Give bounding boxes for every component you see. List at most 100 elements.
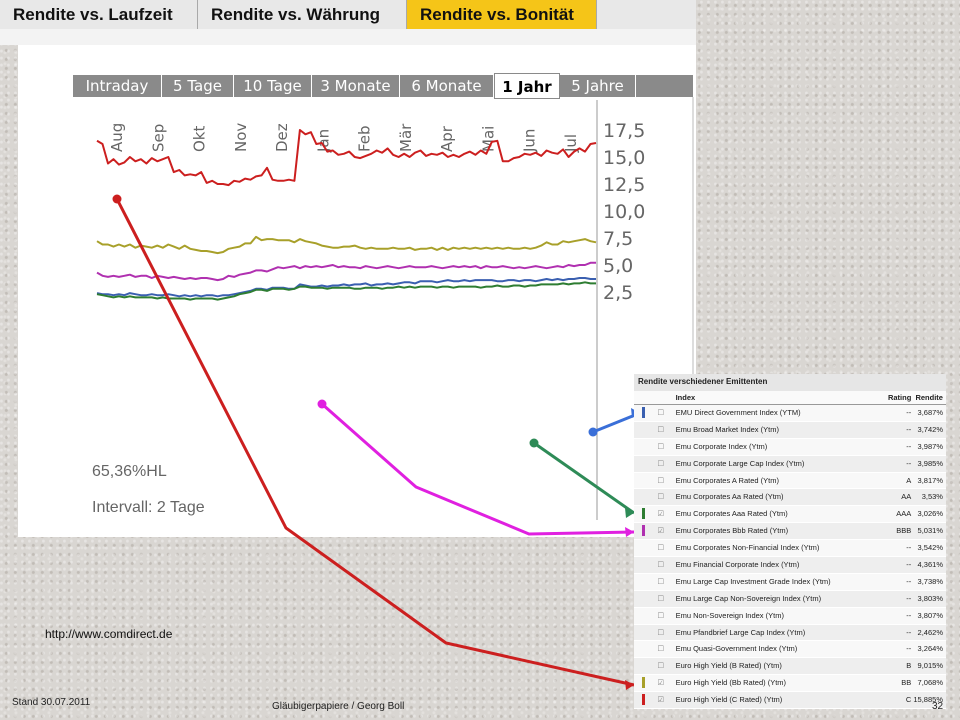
range-tab-5-jahre[interactable]: 5 Jahre [560,75,636,97]
tab-rendite-bonitaet[interactable]: Rendite vs. Bonität [407,0,597,29]
highlow-annotation: 65,36%HL [92,463,167,480]
row-checkbox[interactable]: ☑ [657,678,665,688]
row-index-name: EMU Direct Government Index (YTM) [675,408,801,417]
tab-rendite-waehrung[interactable]: Rendite vs. Währung [198,0,407,29]
row-index-name: Emu Large Cap Non-Sovereign Index (Ytm) [675,593,822,603]
row-index-name: Emu Corporates Bbb Rated (Ytm) [675,526,789,536]
series-color-marker [634,591,646,607]
row-rendite: 3,742% [917,424,943,434]
row-checkbox[interactable]: ☐ [657,610,665,620]
y-tick-label: 2,5 [603,282,633,304]
table-row: ☐ Euro High Yield (B Rated) (Ytm) B 9,015% [634,658,946,676]
table-title: Rendite verschiedener Emittenten [634,374,946,391]
table-row: ☐ Emu Large Cap Investment Grade Index (Y… [634,573,946,591]
row-rating: -- [906,593,912,603]
row-checkbox[interactable]: ☐ [657,593,665,603]
yield-table: Rendite verschiedener Emittenten Index R… [634,374,946,710]
row-checkbox[interactable]: ☐ [657,560,665,570]
row-checkbox[interactable]: ☑ [657,526,665,536]
table-row: ☐ Emu Corporates A Rated (Ytm) A 3,817% [634,472,946,490]
table-header-row: Index Rating Rendite [634,391,946,405]
footer-page-number: 32 [932,701,944,712]
row-rendite: 3,026% [917,509,943,519]
row-index-name: Emu Corporates Aaa Rated (Ytm) [675,509,788,519]
row-rendite: 3,817% [917,475,943,485]
row-checkbox[interactable]: ☐ [657,661,665,671]
row-rendite: 7,068% [917,678,943,688]
row-rendite: 3,542% [917,543,943,553]
x-tick-label: Jun [521,129,539,153]
connector-dot-0 [112,194,122,204]
row-index-name: Euro High Yield (Bb Rated) (Ytm) [675,678,787,688]
row-rating: AA [901,492,912,502]
tab-rendite-laufzeit[interactable]: Rendite vs. Laufzeit [0,0,198,29]
x-tick-label: Feb [356,125,374,152]
x-tick-label: Dez [273,123,291,152]
row-rating: -- [906,576,912,586]
series-color-marker [634,574,646,590]
series-line-2 [96,261,596,282]
row-checkbox[interactable]: ☐ [657,408,665,417]
range-tab-6-monate[interactable]: 6 Monate [400,75,494,97]
row-rendite: 2,462% [917,627,943,637]
series-color-marker [634,625,646,641]
row-checkbox[interactable]: ☐ [657,492,665,502]
y-tick-label: 7,5 [603,228,633,250]
series-color-bar [642,508,645,520]
series-color-marker [634,422,646,438]
table-row: ☐ Emu Corporates Non-Financial Index (Ytm… [634,540,946,558]
row-checkbox[interactable]: ☐ [657,475,665,485]
x-tick-label: Sep [149,124,167,152]
row-checkbox[interactable]: ☐ [657,576,665,586]
table-row: ☐ Emu Broad Market Index (Ytm) -- 3,742% [634,421,946,439]
row-rating: A [906,475,912,485]
series-color-marker [634,506,646,522]
table-row: ☑ Emu Corporates Bbb Rated (Ytm) BBB 5,031% [634,523,946,541]
row-rating: AAA [896,509,912,519]
x-tick-label: Apr [438,125,456,152]
table-row: ☐ Emu Pfandbrief Large Cap Index (Ytm) -- 2… [634,624,946,642]
range-tab-intraday[interactable]: Intraday [73,75,162,97]
row-rating: B [906,661,912,671]
header-index: Index [675,393,696,402]
source-url[interactable]: http://www.comdirect.de [45,627,173,641]
row-checkbox[interactable]: ☐ [657,441,665,451]
row-rating: -- [906,627,912,637]
header-rating: Rating [887,393,912,402]
series-color-marker [634,557,646,573]
table-row: ☐ Emu Large Cap Non-Sovereign Index (Ytm)… [634,590,946,608]
range-tab-1-jahr[interactable]: 1 Jahr [494,73,560,99]
series-color-bar [642,407,645,418]
series-color-marker [634,523,646,539]
series-color-marker [634,439,646,455]
y-tick-label: 15,0 [603,147,645,169]
row-checkbox[interactable]: ☐ [657,543,665,553]
row-checkbox[interactable]: ☐ [657,458,665,468]
range-tab-bar: Intraday 5 Tage 10 Tage 3 Monate 6 Monat… [73,73,693,99]
series-color-marker [634,692,646,708]
series-line-0 [96,129,597,187]
range-tab-5-tage[interactable]: 5 Tage [162,75,234,97]
table-row: ☐ Emu Non-Sovereign Index (Ytm) -- 3,807% [634,607,946,625]
series-color-bar [642,677,645,689]
row-checkbox[interactable]: ☐ [657,644,665,654]
series-color-marker [634,540,646,556]
table-row: ☐ Emu Financial Corporate Index (Ytm) -- 4,… [634,557,946,574]
row-checkbox[interactable]: ☑ [657,509,665,519]
row-checkbox[interactable]: ☐ [657,424,665,434]
table-row: ☑ Emu Corporates Aaa Rated (Ytm) AAA 3,026% [634,506,946,524]
connector-dot-1 [317,399,327,409]
row-rendite: 5,031% [917,526,943,536]
series-color-marker [634,489,646,505]
range-tab-10-tage[interactable]: 10 Tage [234,75,312,97]
connector-dot-3 [588,427,598,437]
tab-underline-strip [0,29,696,45]
x-tick-label: Mai [479,126,497,152]
y-tick-label: 12,5 [603,174,645,196]
row-checkbox[interactable]: ☑ [657,695,665,705]
row-checkbox[interactable]: ☐ [657,627,665,637]
row-rating: -- [906,644,912,654]
range-tab-3-monate[interactable]: 3 Monate [312,75,400,97]
row-rendite: 3,687% [917,408,943,417]
